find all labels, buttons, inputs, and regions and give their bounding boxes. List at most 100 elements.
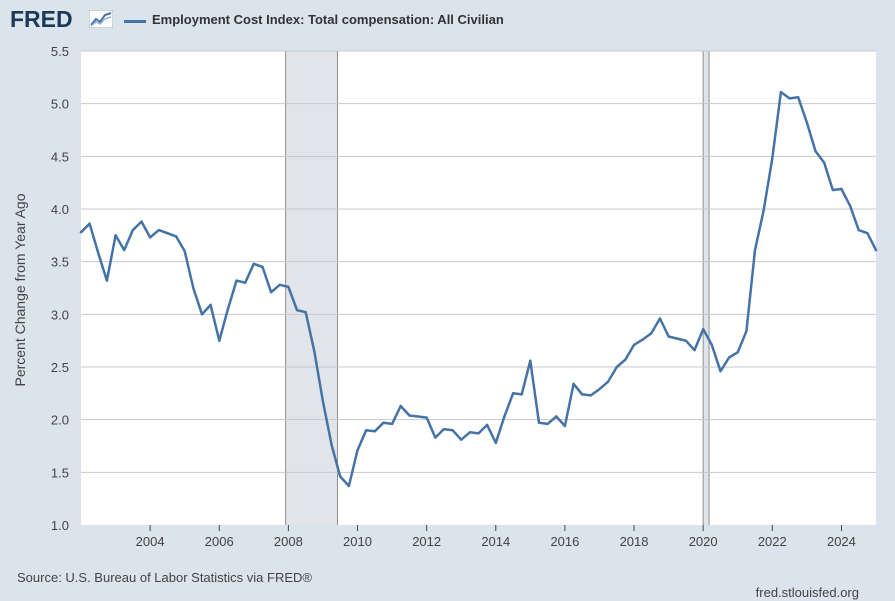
data-point bbox=[287, 285, 290, 289]
data-point bbox=[598, 387, 601, 391]
data-point bbox=[650, 332, 653, 335]
data-point bbox=[390, 422, 394, 426]
recession-shading bbox=[285, 51, 710, 525]
data-point bbox=[79, 230, 83, 234]
data-point bbox=[779, 90, 783, 94]
data-point bbox=[356, 449, 359, 452]
data-point bbox=[719, 370, 722, 373]
legend-swatch bbox=[124, 20, 146, 23]
data-point bbox=[797, 96, 800, 99]
data-point bbox=[226, 307, 230, 311]
data-point bbox=[339, 475, 342, 478]
data-point bbox=[857, 228, 860, 232]
data-point bbox=[252, 262, 256, 265]
data-point bbox=[641, 338, 644, 341]
x-tick-label: 2022 bbox=[758, 534, 787, 549]
legend-series-label: Employment Cost Index: Total compensatio… bbox=[152, 12, 504, 27]
data-points bbox=[79, 90, 878, 488]
data-point bbox=[131, 228, 135, 232]
y-tick-label: 4.5 bbox=[51, 149, 69, 164]
data-point bbox=[606, 380, 610, 383]
data-point bbox=[684, 339, 688, 342]
data-point bbox=[157, 228, 160, 232]
chart-header: FRED Employment Cost Index: Total compen… bbox=[0, 0, 895, 40]
data-point bbox=[589, 394, 593, 397]
data-point bbox=[874, 248, 878, 252]
data-point bbox=[485, 423, 489, 427]
data-point bbox=[736, 351, 739, 354]
data-point bbox=[243, 281, 247, 284]
data-point bbox=[494, 441, 497, 445]
grid-lines bbox=[81, 50, 876, 473]
data-point bbox=[580, 393, 584, 396]
x-axis-ticks: 2004 2006 2008 2010 2012 2014 2016 2018 2020 2022… bbox=[136, 525, 856, 549]
data-point bbox=[97, 252, 100, 255]
data-point bbox=[192, 286, 195, 290]
fred-logo[interactable]: FRED bbox=[10, 6, 73, 32]
x-tick-label: 2018 bbox=[620, 534, 649, 549]
data-point bbox=[183, 249, 186, 253]
data-point bbox=[555, 415, 558, 418]
data-point bbox=[347, 484, 351, 488]
data-point bbox=[762, 208, 765, 212]
site-link[interactable]: fred.stlouisfed.org bbox=[755, 585, 859, 600]
y-tick-label: 5.0 bbox=[51, 97, 69, 112]
data-point bbox=[408, 414, 411, 417]
data-point bbox=[771, 157, 774, 160]
y-tick-label: 5.5 bbox=[51, 44, 69, 59]
data-point bbox=[330, 443, 333, 447]
data-point bbox=[460, 438, 463, 441]
data-point bbox=[814, 149, 817, 153]
data-point bbox=[105, 279, 109, 282]
data-point bbox=[209, 303, 212, 307]
data-point bbox=[174, 235, 178, 238]
data-point bbox=[624, 358, 627, 361]
y-tick-label: 1.0 bbox=[51, 518, 69, 533]
data-point bbox=[399, 404, 402, 408]
data-point bbox=[727, 356, 731, 359]
x-tick-label: 2006 bbox=[205, 534, 234, 549]
data-point bbox=[805, 121, 809, 124]
y-tick-label: 2.5 bbox=[51, 360, 69, 375]
y-tick-label: 1.5 bbox=[51, 465, 69, 480]
data-point bbox=[114, 234, 117, 237]
data-point bbox=[261, 265, 264, 269]
x-tick-label: 2004 bbox=[136, 534, 165, 549]
data-point bbox=[529, 359, 532, 362]
data-point bbox=[546, 422, 549, 426]
data-point bbox=[321, 400, 325, 403]
x-tick-label: 2014 bbox=[481, 534, 510, 549]
data-point bbox=[676, 337, 679, 340]
data-point bbox=[166, 232, 169, 235]
plot-area bbox=[81, 51, 876, 525]
data-point bbox=[520, 393, 523, 396]
data-point bbox=[218, 339, 221, 342]
fred-logo-graph-icon bbox=[89, 10, 113, 28]
data-point bbox=[88, 222, 91, 225]
data-point bbox=[563, 424, 567, 428]
data-point bbox=[200, 313, 204, 316]
data-point bbox=[753, 248, 757, 252]
data-point bbox=[745, 329, 748, 333]
recession-band-0 bbox=[285, 51, 338, 525]
data-point bbox=[235, 279, 238, 282]
data-point bbox=[701, 327, 705, 331]
x-tick-label: 2016 bbox=[550, 534, 579, 549]
data-point bbox=[840, 187, 843, 191]
data-point bbox=[123, 248, 126, 252]
data-point bbox=[831, 188, 834, 192]
data-point bbox=[425, 416, 428, 419]
data-point bbox=[416, 415, 420, 418]
data-point bbox=[537, 421, 541, 425]
data-point bbox=[278, 283, 281, 287]
data-point bbox=[140, 220, 143, 223]
y-tick-label: 2.0 bbox=[51, 413, 69, 428]
x-tick-label: 2012 bbox=[412, 534, 441, 549]
x-tick-label: 2010 bbox=[343, 534, 372, 549]
data-point bbox=[434, 436, 437, 439]
data-point bbox=[442, 427, 446, 431]
data-point bbox=[364, 429, 368, 432]
y-tick-label: 3.0 bbox=[51, 307, 69, 322]
data-point bbox=[373, 430, 377, 433]
